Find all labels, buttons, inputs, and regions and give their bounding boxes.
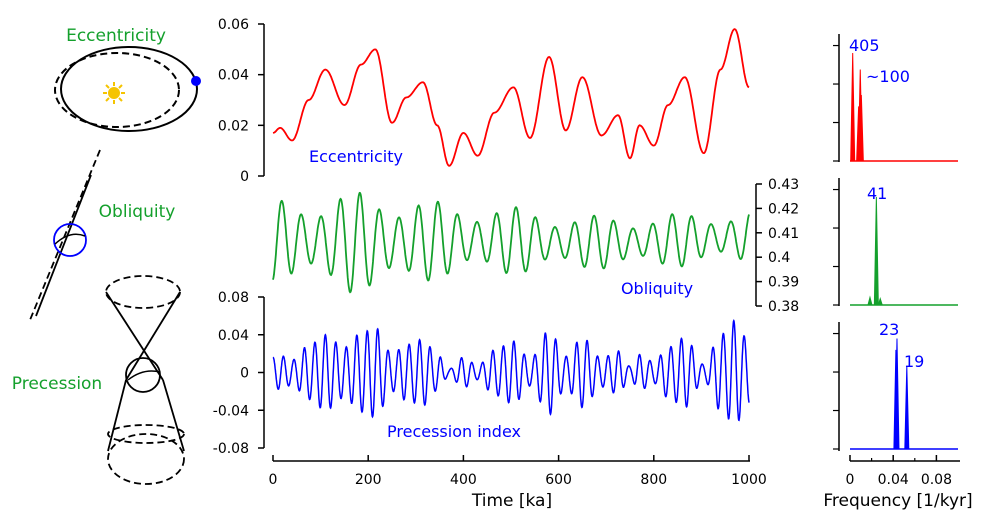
eccentricity-illustration-label: Eccentricity [66, 26, 166, 46]
pre-y-tick-label: -0.08 [213, 441, 249, 457]
spectrum-peak [867, 295, 873, 306]
obl-y-tick-label: 0.4 [768, 250, 790, 266]
spectrum-peak-label: 23 [879, 320, 899, 339]
spectrum-peak [877, 296, 883, 306]
spectrum-peak-label: ~100 [866, 67, 910, 86]
frequency-axis-label: Frequency [1/kyr] [823, 491, 972, 511]
eccentricity-y-ticks: 0.06 0.04 0.02 0 [218, 17, 264, 185]
obl-y-tick-label: 0.41 [768, 226, 799, 242]
precession-series-label: Precession index [387, 422, 521, 441]
time-x-tick-label: 400 [450, 472, 477, 488]
obliquity-time-panel: 0.43 0.42 0.41 0.4 0.39 0.38 Obliquity [272, 177, 799, 315]
spectrum-peak [904, 366, 910, 450]
precession-series-line [272, 319, 750, 422]
spectrum-peak-label: 405 [849, 36, 880, 55]
ecc-y-tick-label: 0.04 [218, 68, 249, 84]
ecc-spectrum-y-ticks [833, 44, 839, 162]
obliquity-y-ticks: 0.43 0.42 0.41 0.4 0.39 0.38 [756, 177, 799, 315]
time-axis: 0 200 400 600 800 1000 Time [ka] [269, 455, 767, 511]
time-axis-label: Time [ka] [471, 491, 552, 511]
eccentricity-series-line [272, 28, 750, 167]
freq-x-tick-label: 0 [846, 472, 855, 488]
obliquity-series-label: Obliquity [621, 279, 693, 298]
spectrum-peak [850, 53, 856, 162]
obl-y-tick-label: 0.38 [768, 299, 799, 315]
precession-cone-icon [105, 275, 185, 485]
pre-spectrum-y-ticks [833, 332, 839, 450]
freq-x-tick-label: 0.08 [921, 472, 952, 488]
ecc-y-tick-label: 0.06 [218, 17, 249, 33]
time-x-tick-label: 600 [545, 472, 572, 488]
frequency-x-ticks: 0 0.04 0.08 [846, 455, 952, 488]
obliquity-illustration-label: Obliquity [99, 202, 176, 222]
pre-y-tick-label: 0.08 [218, 290, 249, 306]
ecc-spectrum-peaks: 405 ~100 [849, 36, 910, 162]
obl-spectrum-y-ticks [833, 188, 839, 306]
sun-icon [103, 82, 125, 104]
obl-y-tick-label: 0.42 [768, 201, 799, 217]
time-x-tick-label: 800 [640, 472, 667, 488]
pre-y-tick-label: -0.04 [213, 403, 249, 419]
pre-spectrum-peaks: 23 19 [879, 320, 924, 450]
eccentricity-spectrum-panel: 405 ~100 [833, 34, 958, 162]
orbit-ellipse-icon [54, 46, 201, 132]
pre-y-tick-label: 0 [240, 366, 249, 382]
precession-illustration-label: Precession [12, 374, 102, 394]
spectrum-peak [858, 94, 864, 162]
pre-y-tick-label: 0.04 [218, 328, 249, 344]
precession-spectrum-panel: 23 19 0 0.04 0.08 Frequency [1/kyr] [823, 320, 972, 511]
spectrum-peak-label: 41 [867, 184, 887, 203]
precession-time-panel: 0.08 0.04 0 -0.04 -0.08 Precession index [213, 290, 750, 457]
obl-spectrum-peaks: 41 [867, 184, 887, 306]
time-x-ticks: 0 200 400 600 800 1000 [269, 455, 767, 488]
obliquity-spectrum-panel: 41 [833, 178, 958, 306]
obliquity-series-line [272, 191, 750, 294]
spectrum-peak [873, 197, 879, 306]
eccentricity-series-label: Eccentricity [309, 147, 403, 166]
time-x-tick-label: 200 [355, 472, 382, 488]
time-x-tick-label: 1000 [731, 472, 767, 488]
ecc-y-tick-label: 0 [240, 169, 249, 185]
time-x-tick-label: 0 [269, 472, 278, 488]
precession-y-ticks: 0.08 0.04 0 -0.04 -0.08 [213, 290, 264, 457]
tilted-earth-icon [29, 149, 101, 321]
eccentricity-time-panel: 0.06 0.04 0.02 0 Eccentricity [218, 17, 750, 185]
spectrum-peak-label: 19 [904, 352, 924, 371]
obl-y-tick-label: 0.39 [768, 275, 799, 291]
spectrum-peak [893, 349, 899, 450]
illustrations: Eccentricity Obliquity [12, 26, 201, 485]
ecc-y-tick-label: 0.02 [218, 118, 249, 134]
obl-y-tick-label: 0.43 [768, 177, 799, 193]
freq-x-tick-label: 0.04 [878, 472, 909, 488]
